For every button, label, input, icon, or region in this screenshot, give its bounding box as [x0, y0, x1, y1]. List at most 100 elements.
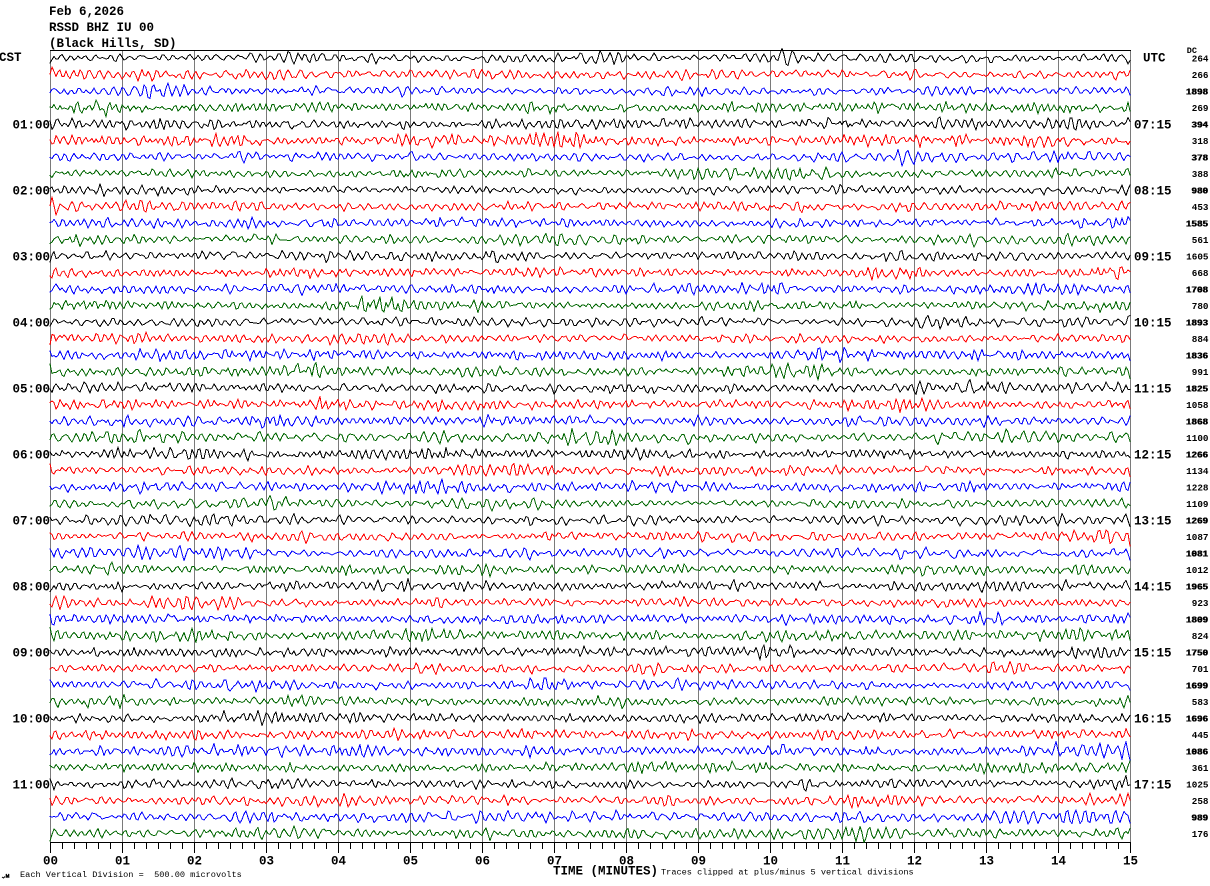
svg-text:1086: 1086 [1186, 747, 1209, 758]
svg-text:00: 00 [43, 855, 58, 869]
svg-text:884: 884 [1192, 334, 1209, 345]
svg-text:05:00: 05:00 [12, 383, 50, 397]
svg-text:08:00: 08:00 [12, 581, 50, 595]
svg-text:266: 266 [1192, 70, 1209, 81]
svg-text:1269: 1269 [1186, 516, 1209, 527]
svg-text:1696: 1696 [1186, 714, 1209, 725]
svg-text:Traces clipped at plus/minus 5: Traces clipped at plus/minus 5 vertical … [661, 868, 914, 878]
svg-text:780: 780 [1192, 301, 1209, 312]
svg-text:388: 388 [1192, 169, 1209, 180]
svg-text:10: 10 [763, 855, 778, 869]
svg-text:TIME (MINUTES): TIME (MINUTES) [553, 865, 658, 879]
svg-text:1699: 1699 [1186, 681, 1209, 692]
svg-text:1836: 1836 [1186, 351, 1209, 362]
svg-text:11: 11 [835, 855, 850, 869]
svg-text:1134: 1134 [1186, 466, 1209, 477]
svg-text:09:15: 09:15 [1134, 251, 1172, 265]
svg-text:561: 561 [1192, 235, 1209, 246]
svg-text:1809: 1809 [1186, 615, 1209, 626]
svg-text:1266: 1266 [1186, 450, 1209, 461]
svg-text:1585: 1585 [1186, 219, 1209, 230]
svg-text:980: 980 [1192, 186, 1209, 197]
svg-text:12: 12 [907, 855, 922, 869]
svg-text:15: 15 [1123, 855, 1138, 869]
svg-text:269: 269 [1192, 103, 1209, 114]
svg-text:02: 02 [187, 855, 202, 869]
svg-text:1699: 1699 [1186, 681, 1209, 692]
svg-text:06: 06 [475, 855, 490, 869]
svg-text:DC: DC [1187, 46, 1197, 56]
svg-text:04: 04 [331, 855, 347, 869]
svg-text:1893: 1893 [1186, 318, 1209, 329]
svg-text:1266: 1266 [1186, 450, 1209, 461]
svg-text:1269: 1269 [1186, 516, 1209, 527]
svg-text:1087: 1087 [1186, 532, 1208, 543]
svg-text:583: 583 [1192, 697, 1209, 708]
svg-text:03:00: 03:00 [12, 251, 50, 265]
svg-text:318: 318 [1192, 136, 1209, 147]
svg-text:1825: 1825 [1186, 384, 1209, 395]
svg-text:01:00: 01:00 [12, 119, 50, 133]
svg-text:394: 394 [1192, 120, 1209, 131]
svg-text:09: 09 [691, 855, 706, 869]
svg-text:02:00: 02:00 [12, 185, 50, 199]
svg-text:824: 824 [1192, 631, 1209, 642]
svg-text:(Black Hills, SD): (Black Hills, SD) [49, 37, 177, 51]
svg-text:08: 08 [619, 855, 634, 869]
svg-text:264: 264 [1192, 54, 1209, 65]
svg-text:1809: 1809 [1186, 615, 1209, 626]
svg-text:13: 13 [979, 855, 994, 869]
svg-text:RSSD BHZ IU 00: RSSD BHZ IU 00 [49, 21, 154, 35]
svg-text:04:00: 04:00 [12, 317, 50, 331]
svg-text:1228: 1228 [1186, 483, 1209, 494]
svg-text:668: 668 [1192, 268, 1209, 279]
svg-text:701: 701 [1192, 664, 1209, 675]
svg-text:1081: 1081 [1186, 549, 1209, 560]
svg-text:1585: 1585 [1186, 219, 1209, 230]
svg-text:10:15: 10:15 [1134, 317, 1172, 331]
svg-text:Feb 6,2026: Feb 6,2026 [49, 5, 124, 19]
svg-text:923: 923 [1192, 598, 1209, 609]
svg-text:1605: 1605 [1186, 252, 1209, 263]
svg-text:1086: 1086 [1186, 747, 1209, 758]
svg-text:453: 453 [1192, 202, 1209, 213]
svg-text:1965: 1965 [1186, 582, 1209, 593]
svg-text:07:00: 07:00 [12, 515, 50, 529]
svg-text:1750: 1750 [1186, 648, 1209, 659]
svg-text:980: 980 [1191, 186, 1208, 197]
svg-text:991: 991 [1192, 367, 1209, 378]
svg-text:1696: 1696 [1186, 714, 1209, 725]
svg-text:1868: 1868 [1186, 417, 1209, 428]
svg-text:1836: 1836 [1186, 351, 1209, 362]
svg-text:989: 989 [1192, 813, 1209, 824]
svg-text:06:00: 06:00 [12, 449, 50, 463]
svg-text:12:15: 12:15 [1134, 449, 1172, 463]
svg-text:1893: 1893 [1186, 318, 1209, 329]
svg-text:07: 07 [547, 855, 562, 869]
svg-text:1708: 1708 [1186, 285, 1209, 296]
svg-text:1750: 1750 [1186, 648, 1209, 659]
svg-text:1898: 1898 [1186, 87, 1209, 98]
svg-text:11:15: 11:15 [1134, 383, 1172, 397]
svg-text:394: 394 [1191, 120, 1208, 131]
svg-text:17:15: 17:15 [1134, 779, 1172, 793]
svg-text:01: 01 [115, 855, 130, 869]
svg-text:445: 445 [1192, 730, 1209, 741]
svg-text:07:15: 07:15 [1134, 119, 1172, 133]
svg-text:1058: 1058 [1186, 400, 1209, 411]
svg-text:13:15: 13:15 [1134, 515, 1172, 529]
svg-text:1868: 1868 [1186, 417, 1209, 428]
svg-text:989: 989 [1191, 813, 1208, 824]
svg-text:361: 361 [1192, 763, 1209, 774]
svg-text:1898: 1898 [1186, 87, 1209, 98]
svg-text:14: 14 [1051, 855, 1067, 869]
svg-text:1012: 1012 [1186, 565, 1209, 576]
svg-text:UTC: UTC [1143, 52, 1166, 66]
svg-text:1708: 1708 [1186, 285, 1209, 296]
svg-text:176: 176 [1192, 829, 1209, 840]
svg-text:09:00: 09:00 [12, 647, 50, 661]
svg-text:1109: 1109 [1186, 499, 1209, 510]
svg-text:08:15: 08:15 [1134, 185, 1172, 199]
svg-text:CST: CST [0, 51, 22, 65]
svg-text:16:15: 16:15 [1134, 713, 1172, 727]
